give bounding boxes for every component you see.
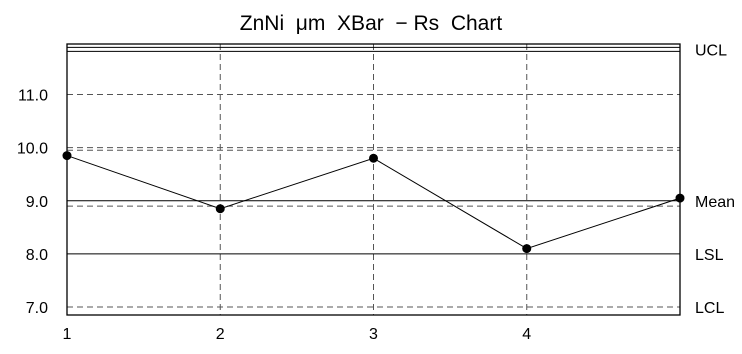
x-tick-label: 3 <box>369 326 378 343</box>
x-tick-label: 2 <box>216 326 225 343</box>
y-tick-label: 8.0 <box>26 247 48 264</box>
lcl-label: LCL <box>695 300 724 317</box>
x-tick-label: 4 <box>522 326 531 343</box>
x-axis-ticks: 1 2 3 4 <box>63 326 532 343</box>
x-tick-label: 1 <box>63 326 72 343</box>
grid-lines <box>67 44 680 315</box>
data-point <box>522 244 532 254</box>
y-tick-label: 7.0 <box>26 300 48 317</box>
plot-frame <box>66 43 681 316</box>
series-line-layer <box>62 151 685 254</box>
lsl-label: LSL <box>695 247 724 264</box>
y-tick-label: 10.0 <box>17 141 48 158</box>
data-point <box>369 153 378 163</box>
mean-label: Mean <box>695 194 735 211</box>
data-point <box>215 204 225 214</box>
y-tick-label: 11.0 <box>18 87 48 104</box>
limit-lines <box>67 46 680 308</box>
y-axis-ticks: 7.0 8.0 9.0 10.0 11.0 <box>17 87 48 317</box>
chart-title: ZnNi μm XBar − Rs Chart <box>240 12 503 35</box>
limit-labels: UCL Mean LSL LCL <box>695 42 735 317</box>
y-tick-label: 9.0 <box>26 194 48 211</box>
ucl-label: UCL <box>695 42 727 59</box>
